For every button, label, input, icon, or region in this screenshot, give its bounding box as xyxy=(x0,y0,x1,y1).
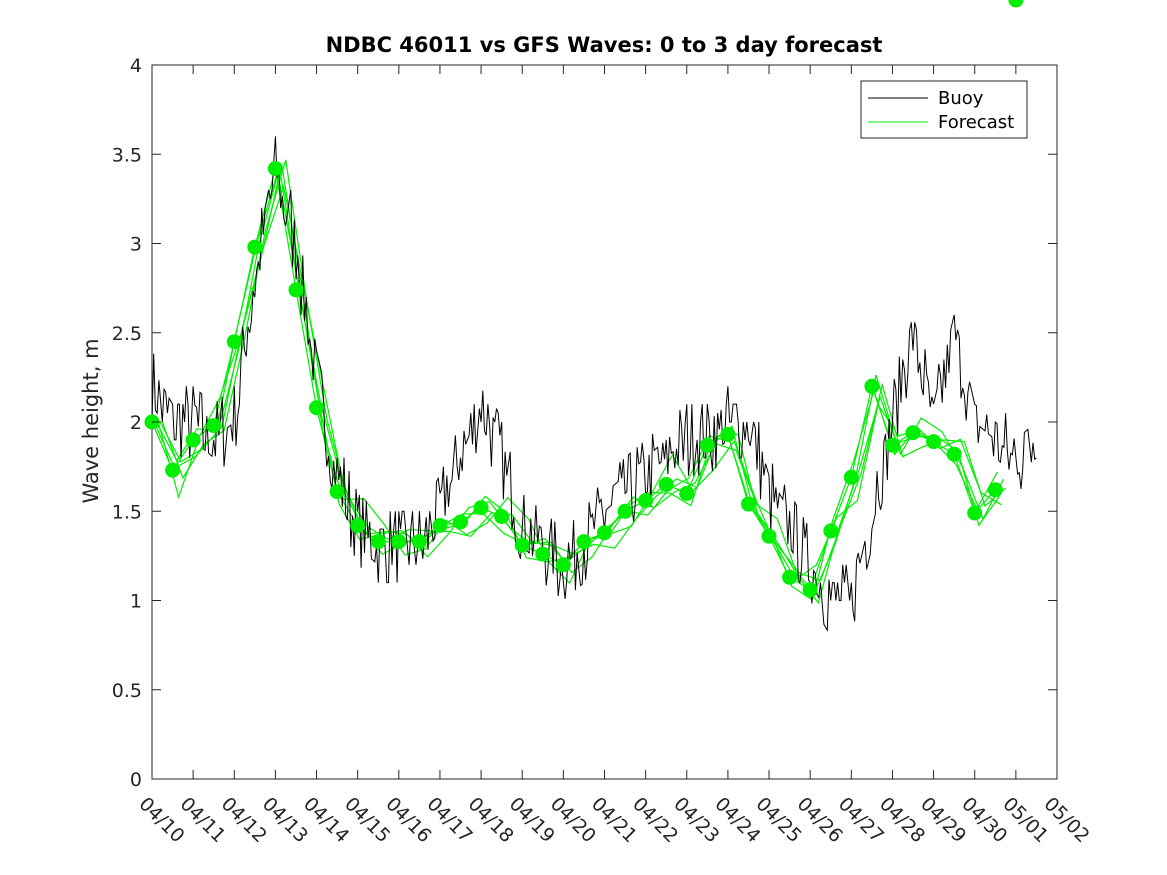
forecast-point xyxy=(411,534,427,550)
forecast-point xyxy=(473,500,489,516)
legend-box xyxy=(860,80,1028,139)
x-tick-label: 04/11 xyxy=(176,793,230,847)
x-tick-label: 04/25 xyxy=(752,793,806,847)
forecast-point xyxy=(247,239,263,255)
forecast-point xyxy=(555,557,571,573)
y-tick-label: 2 xyxy=(130,412,142,434)
forecast-point xyxy=(329,484,345,500)
forecast-point xyxy=(370,534,386,550)
y-tick-label: 2.5 xyxy=(112,323,142,345)
forecast-point xyxy=(597,525,612,541)
y-tick-label: 0 xyxy=(130,769,142,791)
x-tick-label: 04/12 xyxy=(217,793,271,847)
x-tick-label: 05/01 xyxy=(998,793,1052,847)
y-axis-label: Wave height, m xyxy=(79,338,103,503)
x-tick-label: 04/22 xyxy=(628,793,682,847)
x-tick-label: 04/15 xyxy=(340,793,394,847)
chart-title: NDBC 46011 vs GFS Waves: 0 to 3 day fore… xyxy=(326,33,883,57)
x-tick-label: 04/10 xyxy=(134,793,188,847)
forecast-point xyxy=(535,546,551,562)
forecast-point xyxy=(864,378,880,394)
forecast-point xyxy=(391,534,407,550)
y-tick-label: 3 xyxy=(130,234,142,256)
forecast-point xyxy=(905,425,921,441)
x-tick-label: 04/21 xyxy=(587,793,641,847)
plot-area xyxy=(151,64,1058,780)
y-tick-label: 3.5 xyxy=(112,144,142,166)
forecast-point xyxy=(782,569,798,585)
x-tick-label: 04/17 xyxy=(422,793,476,847)
y-tick-label: 0.5 xyxy=(112,680,142,702)
y-tick-label: 4 xyxy=(130,55,142,77)
forecast-point xyxy=(638,493,654,508)
x-tick-label: 04/28 xyxy=(875,793,929,847)
forecast-point xyxy=(843,469,859,485)
forecast-point xyxy=(165,462,181,478)
x-tick-label: 04/23 xyxy=(669,793,723,847)
forecast-point xyxy=(741,496,756,512)
legend-forecast-label: Forecast xyxy=(938,112,1014,133)
forecast-point xyxy=(926,434,942,450)
forecast-point xyxy=(494,509,510,525)
forecast-point xyxy=(288,282,304,298)
forecast-line xyxy=(159,184,1005,605)
forecast-point xyxy=(823,523,839,539)
x-tick-label: 04/19 xyxy=(505,793,559,847)
legend: Buoy Forecast xyxy=(860,80,1028,139)
forecast-point xyxy=(617,503,633,519)
x-tick-label: 04/30 xyxy=(957,793,1011,847)
forecast-point xyxy=(350,518,366,533)
x-tick-label: 04/18 xyxy=(464,793,518,847)
forecast-point xyxy=(658,477,674,492)
forecast-point xyxy=(267,161,283,176)
y-tick-label: 1.5 xyxy=(112,501,142,523)
forecast-point xyxy=(432,518,448,533)
forecast-point xyxy=(576,534,592,550)
forecast-points xyxy=(144,0,1024,598)
forecast-point xyxy=(699,437,715,453)
forecast-point xyxy=(309,400,324,416)
forecast-point xyxy=(967,505,983,521)
forecast-point xyxy=(206,418,222,434)
forecast-point xyxy=(514,537,530,553)
forecast-point xyxy=(761,528,777,544)
x-tick-label: 05/02 xyxy=(1039,793,1093,847)
x-tick-label: 04/13 xyxy=(258,793,312,847)
forecast-point xyxy=(946,446,962,462)
forecast-point xyxy=(226,334,242,350)
x-tick-label: 04/16 xyxy=(381,793,435,847)
forecast-point xyxy=(885,437,900,453)
x-tick-label: 04/27 xyxy=(834,793,888,847)
x-tick-label: 04/29 xyxy=(916,793,970,847)
y-axis: 0 0.5 1 1.5 2 2.5 3 3.5 4 xyxy=(112,55,1057,791)
forecast-point xyxy=(802,582,818,598)
forecast-point xyxy=(720,427,736,442)
forecast-point xyxy=(453,514,468,530)
forecast-point xyxy=(679,485,695,501)
y-tick-label: 1 xyxy=(130,591,142,613)
forecast-point xyxy=(185,432,201,448)
forecast-point xyxy=(987,482,1003,498)
x-tick-label: 04/26 xyxy=(793,793,847,847)
x-tick-label: 04/20 xyxy=(546,793,600,847)
legend-buoy-label: Buoy xyxy=(938,88,984,109)
x-tick-label: 04/24 xyxy=(710,793,764,847)
x-tick-label: 04/14 xyxy=(299,793,353,847)
forecast-point xyxy=(1008,0,1024,8)
